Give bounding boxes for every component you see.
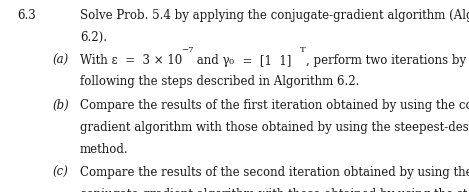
Text: (c): (c) [53, 166, 68, 179]
Text: method.: method. [80, 142, 129, 156]
Text: Compare the results of the first iteration obtained by using the conjugate-: Compare the results of the first iterati… [80, 99, 469, 112]
Text: Compare the results of the second iteration obtained by using the: Compare the results of the second iterat… [80, 166, 469, 179]
Text: and γ: and γ [193, 54, 229, 67]
Text: (b): (b) [53, 99, 69, 112]
Text: T: T [300, 46, 306, 54]
Text: conjugate-gradient algorithm with those obtained by using the steepest-: conjugate-gradient algorithm with those … [80, 188, 469, 192]
Text: Solve Prob. 5.4 by applying the conjugate-gradient algorithm (Algorithm: Solve Prob. 5.4 by applying the conjugat… [80, 9, 469, 22]
Text: , perform two iterations by: , perform two iterations by [306, 54, 466, 67]
Text: gradient algorithm with those obtained by using the steepest-descent: gradient algorithm with those obtained b… [80, 121, 469, 134]
Text: (a): (a) [53, 54, 69, 67]
Text: =  [1  1]: = [1 1] [234, 54, 291, 67]
Text: 6.2).: 6.2). [80, 31, 107, 44]
Text: 0: 0 [229, 58, 234, 66]
Text: With ε  =  3 × 10: With ε = 3 × 10 [80, 54, 182, 67]
Text: following the steps described in Algorithm 6.2.: following the steps described in Algorit… [80, 75, 359, 89]
Text: −7: −7 [181, 46, 194, 54]
Text: 6.3: 6.3 [17, 9, 36, 22]
